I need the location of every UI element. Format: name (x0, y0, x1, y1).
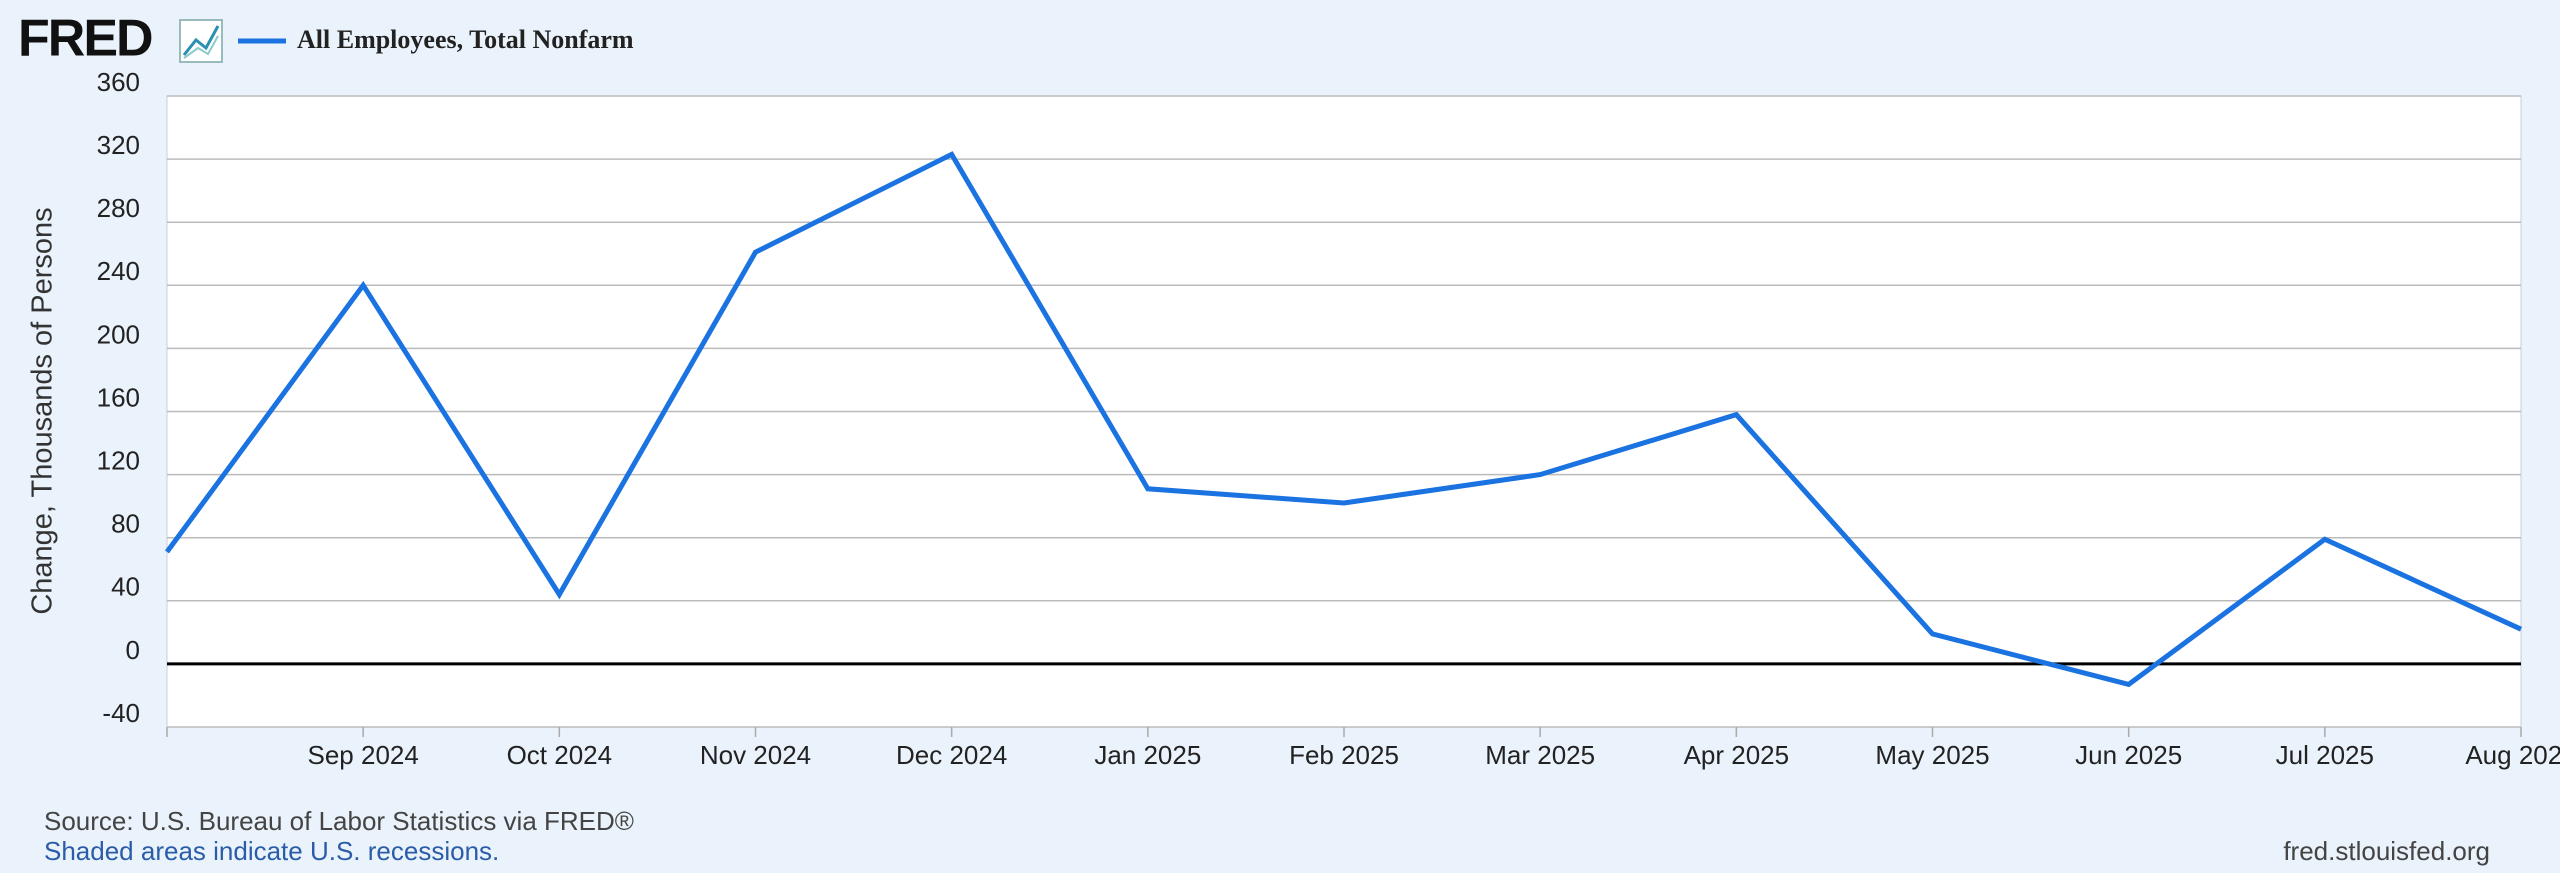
y-tick-label: -40 (102, 698, 140, 728)
y-tick-label: 200 (97, 319, 140, 349)
x-tick-label: Oct 2024 (507, 740, 613, 770)
y-tick-label: 280 (97, 193, 140, 223)
y-tick-label: 120 (97, 445, 140, 475)
x-tick-label: Sep 2024 (308, 740, 419, 770)
y-tick-label: 360 (97, 67, 140, 97)
source: Source: U.S. Bureau of Labor Statistics … (44, 806, 634, 836)
y-tick-label: 160 (97, 382, 140, 412)
y-tick-label: 40 (111, 572, 140, 602)
y-axis-label: Change, Thousands of Persons (27, 207, 59, 614)
x-tick-label: Feb 2025 (1289, 740, 1399, 770)
legend-label: All Employees, Total Nonfarm (297, 25, 634, 54)
y-tick-label: 0 (126, 635, 140, 665)
x-tick-label: Aug 2025 (2465, 740, 2560, 770)
logo: FRED (18, 10, 152, 68)
site-link[interactable]: fred.stlouisfed.org (2283, 836, 2490, 866)
x-tick-label: Jul 2025 (2276, 740, 2374, 770)
y-tick-label: 320 (97, 130, 140, 160)
x-tick-label: Dec 2024 (896, 740, 1007, 770)
y-tick-label: 240 (97, 256, 140, 286)
recession-note[interactable]: Shaded areas indicate U.S. recessions. (44, 836, 499, 866)
x-tick-label: Apr 2025 (1684, 740, 1790, 770)
data-line (164, 151, 2523, 688)
x-tick-label: Mar 2025 (1485, 740, 1595, 770)
logo-icon (179, 19, 223, 63)
x-tick-label: Nov 2024 (700, 740, 811, 770)
x-tick-label: May 2025 (1875, 740, 1989, 770)
y-tick-label: 80 (111, 509, 140, 539)
x-tick-label: Jan 2025 (1094, 740, 1201, 770)
x-tick-label: Jun 2025 (2075, 740, 2182, 770)
